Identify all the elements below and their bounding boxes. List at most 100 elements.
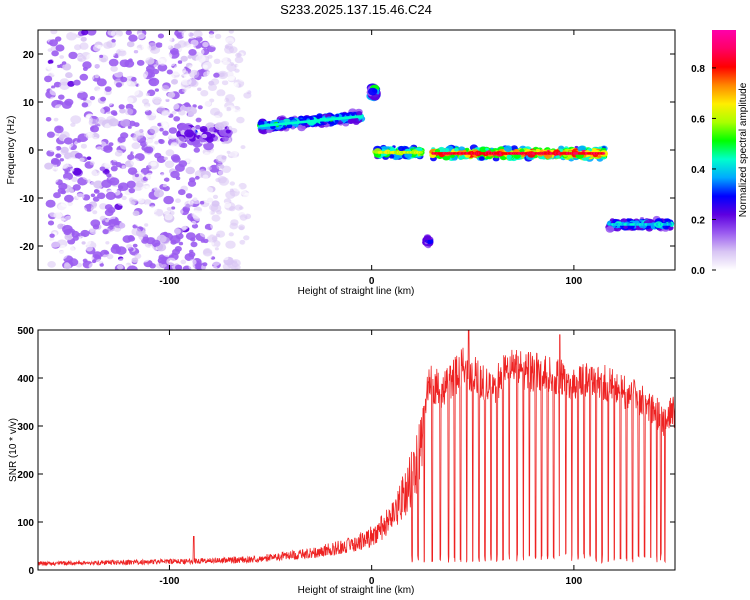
heatmap-cell [127, 58, 133, 63]
heatmap-cell [104, 251, 109, 255]
heatmap-cell [121, 165, 126, 169]
heatmap-cell [181, 176, 188, 182]
heatmap-cell [118, 104, 125, 110]
heatmap-cell [165, 73, 175, 81]
spec-xtick-label: 0 [369, 276, 375, 287]
heatmap-cell [236, 53, 241, 57]
heatmap-cell [180, 142, 188, 148]
heatmap-cell [102, 48, 108, 53]
heatmap-cell [188, 251, 196, 258]
heatmap-cell [106, 173, 112, 178]
heatmap-cell [130, 158, 141, 167]
heatmap-cell [240, 145, 246, 150]
heatmap-cell [126, 244, 133, 249]
heatmap-cell [192, 212, 203, 221]
heatmap-cell [112, 157, 118, 162]
heatmap-cell [128, 187, 136, 194]
heatmap-cell [225, 129, 231, 134]
snr-series-line [38, 330, 675, 567]
heatmap-cell [105, 191, 116, 200]
heatmap-cell [86, 30, 97, 36]
heatmap-cell [127, 125, 132, 129]
heatmap-cell [53, 117, 59, 122]
heatmap-cell [49, 39, 58, 47]
heatmap-cell [244, 160, 250, 165]
heatmap-cell [170, 239, 177, 245]
heatmap-cell [173, 207, 184, 216]
heatmap-cell [137, 32, 146, 40]
heatmap-cell [226, 63, 237, 72]
heatmap-cell [182, 88, 187, 93]
heatmap-cell [202, 208, 212, 216]
heatmap-cell [64, 215, 73, 223]
heatmap-cell [137, 83, 145, 88]
heatmap-cell [124, 108, 134, 116]
heatmap-cell [103, 74, 110, 80]
heatmap-cell [555, 154, 560, 159]
heatmap-cell [158, 139, 165, 145]
heatmap-cell [59, 158, 64, 162]
heatmap-cell [209, 150, 218, 157]
heatmap-cell [193, 147, 200, 153]
heatmap-cell [65, 72, 73, 79]
heatmap-cell [93, 189, 100, 194]
heatmap-cell [170, 223, 175, 228]
heatmap-cell [145, 185, 151, 190]
heatmap-cell [145, 139, 155, 146]
heatmap-cell [237, 235, 244, 241]
heatmap-cell [203, 71, 211, 78]
heatmap-cell [92, 259, 96, 264]
heatmap-cell [157, 122, 162, 127]
heatmap-cell [49, 175, 59, 183]
heatmap-cell [214, 122, 225, 130]
heatmap-cell [185, 193, 193, 199]
heatmap-cell [222, 263, 232, 270]
snr-ytick-label: 200 [17, 470, 34, 481]
heatmap-cell [208, 127, 215, 132]
heatmap-cell [100, 57, 107, 63]
heatmap-cell [53, 192, 61, 199]
heatmap-cell [142, 116, 149, 122]
heatmap-cell [63, 229, 72, 236]
heatmap-cell [208, 80, 215, 86]
heatmap-cell [98, 30, 105, 34]
heatmap-cell [108, 177, 120, 186]
heatmap-cell [220, 106, 227, 112]
heatmap-cell [66, 31, 77, 41]
heatmap-cell [115, 246, 127, 255]
heatmap-cell [104, 86, 112, 92]
heatmap-cell [153, 64, 159, 68]
heatmap-cell [119, 108, 126, 114]
heatmap-cell [142, 206, 152, 215]
heatmap-cell [225, 106, 232, 112]
heatmap-cell [232, 83, 239, 89]
heatmap-cell [215, 154, 227, 164]
heatmap-cell [211, 265, 218, 270]
heatmap-cell [57, 118, 67, 127]
heatmap-cell [150, 225, 160, 233]
heatmap-cell [74, 44, 82, 51]
heatmap-cell [188, 65, 194, 70]
heatmap-cell [117, 258, 127, 266]
heatmap-cell [203, 151, 212, 158]
heatmap-cell [143, 146, 152, 153]
heatmap-cell [240, 86, 249, 94]
heatmap-cell [223, 201, 232, 209]
heatmap-cell [190, 227, 197, 233]
heatmap-cell [229, 188, 234, 192]
heatmap-cell [190, 241, 198, 248]
heatmap-cell [55, 44, 65, 52]
heatmap-cell [80, 143, 87, 149]
heatmap-cell [54, 125, 64, 134]
heatmap-cell [209, 241, 215, 246]
heatmap-cell [222, 249, 232, 257]
heatmap-cell [70, 168, 75, 172]
heatmap-cell [229, 181, 235, 186]
heatmap-cell [142, 236, 150, 242]
heatmap-cell [46, 131, 55, 138]
heatmap-cell [120, 89, 126, 94]
heatmap-cell [218, 101, 224, 106]
heatmap-cell [97, 192, 106, 200]
heatmap-cell [130, 88, 140, 96]
